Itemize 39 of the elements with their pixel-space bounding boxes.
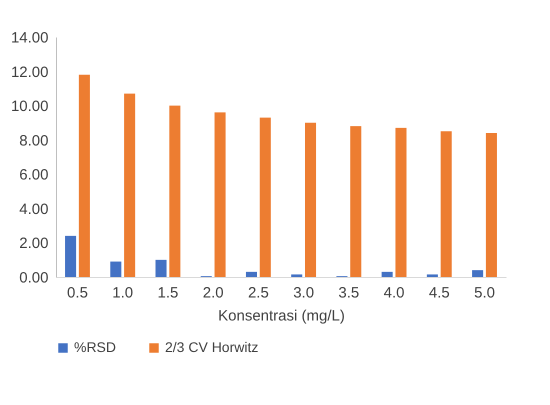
bar — [260, 118, 271, 277]
y-tick-label: 8.00 — [19, 132, 48, 150]
legend-label: 2/3 CV Horwitz — [165, 339, 258, 355]
bar — [291, 274, 302, 277]
y-tick-label: 6.00 — [19, 166, 48, 184]
x-tick-label: 2.5 — [248, 284, 269, 302]
y-tick-label: 2.00 — [19, 235, 48, 252]
bar — [382, 272, 393, 277]
y-tick-label: 14.00 — [10, 30, 48, 46]
y-tick-label: 12.00 — [10, 64, 48, 81]
x-axis-title: Konsentrasi (mg/L) — [218, 308, 345, 324]
x-tick-label: 1.0 — [112, 284, 134, 302]
bar — [486, 133, 497, 277]
bar — [395, 128, 407, 277]
x-tick-label: 4.0 — [384, 284, 404, 302]
bar — [304, 122, 316, 277]
bar — [214, 112, 226, 277]
y-tick-label: 4.00 — [19, 200, 48, 218]
x-tick-label: 3.0 — [293, 284, 314, 302]
bar — [155, 260, 167, 277]
x-tick-label: 1.5 — [158, 284, 178, 302]
bar — [110, 262, 122, 277]
bar — [440, 131, 452, 277]
y-tick-label: 0.00 — [19, 270, 48, 286]
y-tick-label: 10.00 — [10, 98, 48, 116]
bar — [65, 236, 76, 277]
x-tick-label: 3.5 — [338, 284, 360, 302]
bar — [124, 94, 136, 277]
x-tick-label: 4.5 — [428, 284, 450, 302]
bar — [472, 270, 484, 277]
x-tick-label: 5.0 — [474, 284, 495, 302]
bar — [426, 274, 438, 277]
bar — [350, 126, 362, 277]
bar — [78, 74, 90, 277]
bar — [169, 106, 180, 277]
x-tick-label: 0.5 — [67, 284, 88, 302]
legend-label: %RSD — [74, 339, 116, 355]
x-tick-label: 2.0 — [202, 284, 224, 302]
bar — [246, 272, 258, 277]
